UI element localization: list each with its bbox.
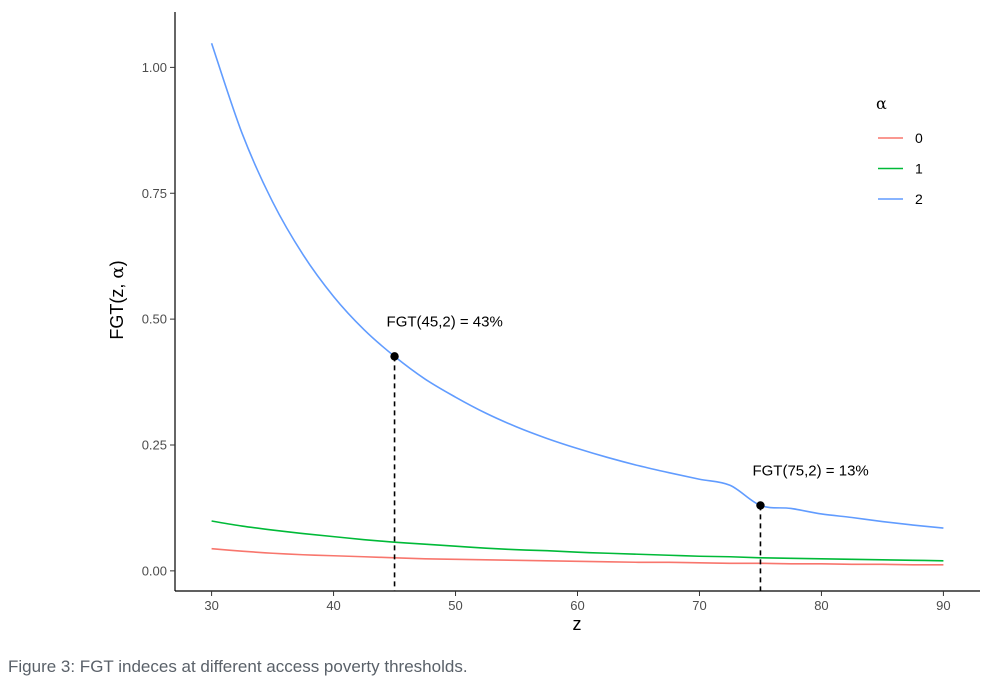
y-tick-label: 0.00 [142,563,167,578]
series-line-alpha-0 [211,547,944,566]
x-tick-label: 60 [570,598,584,613]
fgt-chart: 0.00 0.25 0.50 0.75 1.00 30 40 50 60 70 80 90 z FG… [107,12,980,634]
x-axis-title: z [573,614,582,634]
series-line-alpha-2 [210,42,944,529]
x-tick-label: 30 [204,598,218,613]
plot-area [210,42,944,566]
legend-title: α [876,94,887,113]
series-line-alpha-1 [211,520,944,562]
x-tick-label: 50 [448,598,462,613]
legend-label-alpha-0: 0 [915,130,923,146]
y-tick-label: 0.25 [142,437,167,452]
legend: α 0 1 2 [876,94,923,207]
x-tick-label: 90 [936,598,950,613]
y-tick-label: 1.00 [142,60,167,75]
annotation-point [390,352,399,361]
legend-label-alpha-2: 2 [915,191,923,207]
annotation-label: FGT(75,2) = 13% [752,462,868,479]
annotations: FGT(45,2) = 43% FGT(75,2) = 13% [387,313,869,591]
y-axis-ticks: 0.00 0.25 0.50 0.75 1.00 [142,60,175,578]
y-axis-title: FGT(z, α) [107,260,128,339]
legend-label-alpha-1: 1 [915,161,923,177]
x-tick-label: 70 [692,598,706,613]
figure-caption: Figure 3: FGT indeces at different acces… [8,657,468,676]
x-axis-ticks: 30 40 50 60 70 80 90 [204,591,951,613]
annotation-point [756,501,765,510]
y-tick-label: 0.75 [142,186,167,201]
x-tick-label: 40 [326,598,340,613]
y-tick-label: 0.50 [142,312,167,327]
annotation-label: FGT(45,2) = 43% [387,313,503,330]
x-tick-label: 80 [814,598,828,613]
